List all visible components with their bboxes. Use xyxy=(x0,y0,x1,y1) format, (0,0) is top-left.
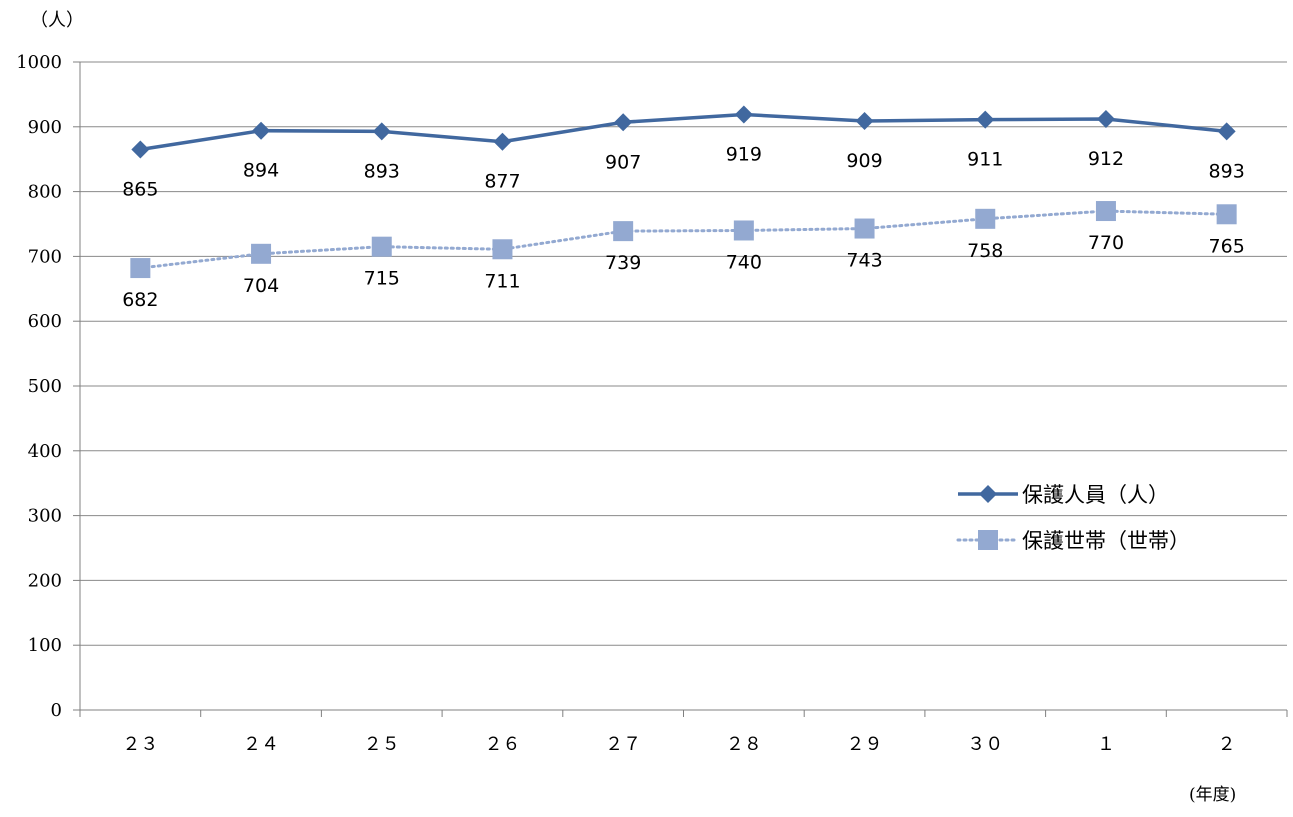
data-label: 912 xyxy=(1088,148,1124,170)
series-line xyxy=(138,209,1229,270)
x-tick-label: ２９ xyxy=(847,734,883,755)
data-point-square xyxy=(130,258,151,279)
legend-label: 保護人員（人） xyxy=(1022,483,1169,507)
data-label: 770 xyxy=(1088,232,1124,254)
data-label: 743 xyxy=(846,250,882,272)
x-tick-label: ２５ xyxy=(364,734,400,755)
x-tick-label: ２６ xyxy=(484,734,520,755)
y-tick-label: 900 xyxy=(28,117,62,138)
series-group: 865 894 893 877 907 919 909 911 912 893 682 704 715 7… xyxy=(122,105,1245,311)
data-label: 704 xyxy=(243,275,279,297)
series-line xyxy=(140,112,1227,152)
data-point-square xyxy=(1216,204,1237,225)
y-tick-label: 100 xyxy=(28,635,62,656)
y-tick-label: 0 xyxy=(51,700,62,721)
x-axis-unit-label: (年度) xyxy=(1189,785,1236,805)
data-point-diamond xyxy=(1096,110,1115,129)
data-label: 765 xyxy=(1209,235,1245,257)
y-axis-unit-label: （人） xyxy=(30,10,84,31)
data-point-diamond xyxy=(614,113,633,132)
legend-label: 保護世帯（世帯） xyxy=(1022,529,1190,553)
legend-marker-diamond xyxy=(979,485,997,503)
data-point-diamond xyxy=(1217,122,1236,141)
x-tick-label: ２３ xyxy=(122,734,158,755)
data-point-diamond xyxy=(734,105,753,124)
axes xyxy=(79,62,1287,711)
data-label: 711 xyxy=(484,270,520,292)
data-label: 919 xyxy=(726,143,762,165)
data-point-diamond xyxy=(131,140,150,159)
y-tick-label: 500 xyxy=(28,376,62,397)
data-point-square xyxy=(613,221,634,242)
x-tick-label: ２ xyxy=(1218,734,1236,755)
data-label: 715 xyxy=(364,268,400,290)
data-point-square xyxy=(492,239,513,260)
data-label: 877 xyxy=(484,171,520,193)
data-label: 893 xyxy=(1209,160,1245,182)
data-label: 865 xyxy=(122,178,158,200)
data-point-diamond xyxy=(855,111,874,130)
legend: 保護人員（人） 保護世帯（世帯） xyxy=(956,483,1190,553)
y-tick-label: 1000 xyxy=(16,52,62,73)
data-point-diamond xyxy=(252,121,271,140)
data-point-square xyxy=(733,220,754,241)
data-point-square xyxy=(371,236,392,257)
x-tick-labels: ２３ ２４ ２５ ２６ ２７ ２８ ２９ ３０ １ ２ xyxy=(122,734,1235,755)
y-tick-labels: 0 100 200 300 400 500 600 700 800 900 1000 xyxy=(16,52,62,721)
y-tick-label: 400 xyxy=(28,441,62,462)
x-tick-label: ２７ xyxy=(605,734,641,755)
y-tick-label: 800 xyxy=(28,182,62,203)
x-tick-label: ３０ xyxy=(967,734,1003,755)
data-label: 682 xyxy=(122,289,158,311)
data-point-square xyxy=(251,243,272,264)
y-tick-label: 300 xyxy=(28,506,62,527)
x-tick-label: ２４ xyxy=(243,734,279,755)
data-label: 893 xyxy=(364,160,400,182)
data-point-diamond xyxy=(372,122,391,141)
y-tick-label: 700 xyxy=(28,246,62,267)
data-point-square xyxy=(975,208,996,229)
data-label: 758 xyxy=(967,240,1003,262)
data-point-square xyxy=(1095,201,1116,222)
x-tick-label: ２８ xyxy=(726,734,762,755)
data-label: 911 xyxy=(967,149,1003,171)
data-label: 740 xyxy=(726,251,762,273)
data-label: 909 xyxy=(846,150,882,172)
gridlines xyxy=(73,61,1288,717)
data-label: 907 xyxy=(605,151,641,173)
data-label: 894 xyxy=(243,160,279,182)
data-point-diamond xyxy=(493,132,512,151)
legend-marker-square xyxy=(978,530,998,550)
data-point-diamond xyxy=(976,110,995,129)
data-point-square xyxy=(854,218,875,239)
y-tick-label: 600 xyxy=(28,311,62,332)
x-tick-label: １ xyxy=(1097,734,1115,755)
y-tick-label: 200 xyxy=(28,570,62,591)
data-label: 739 xyxy=(605,252,641,274)
